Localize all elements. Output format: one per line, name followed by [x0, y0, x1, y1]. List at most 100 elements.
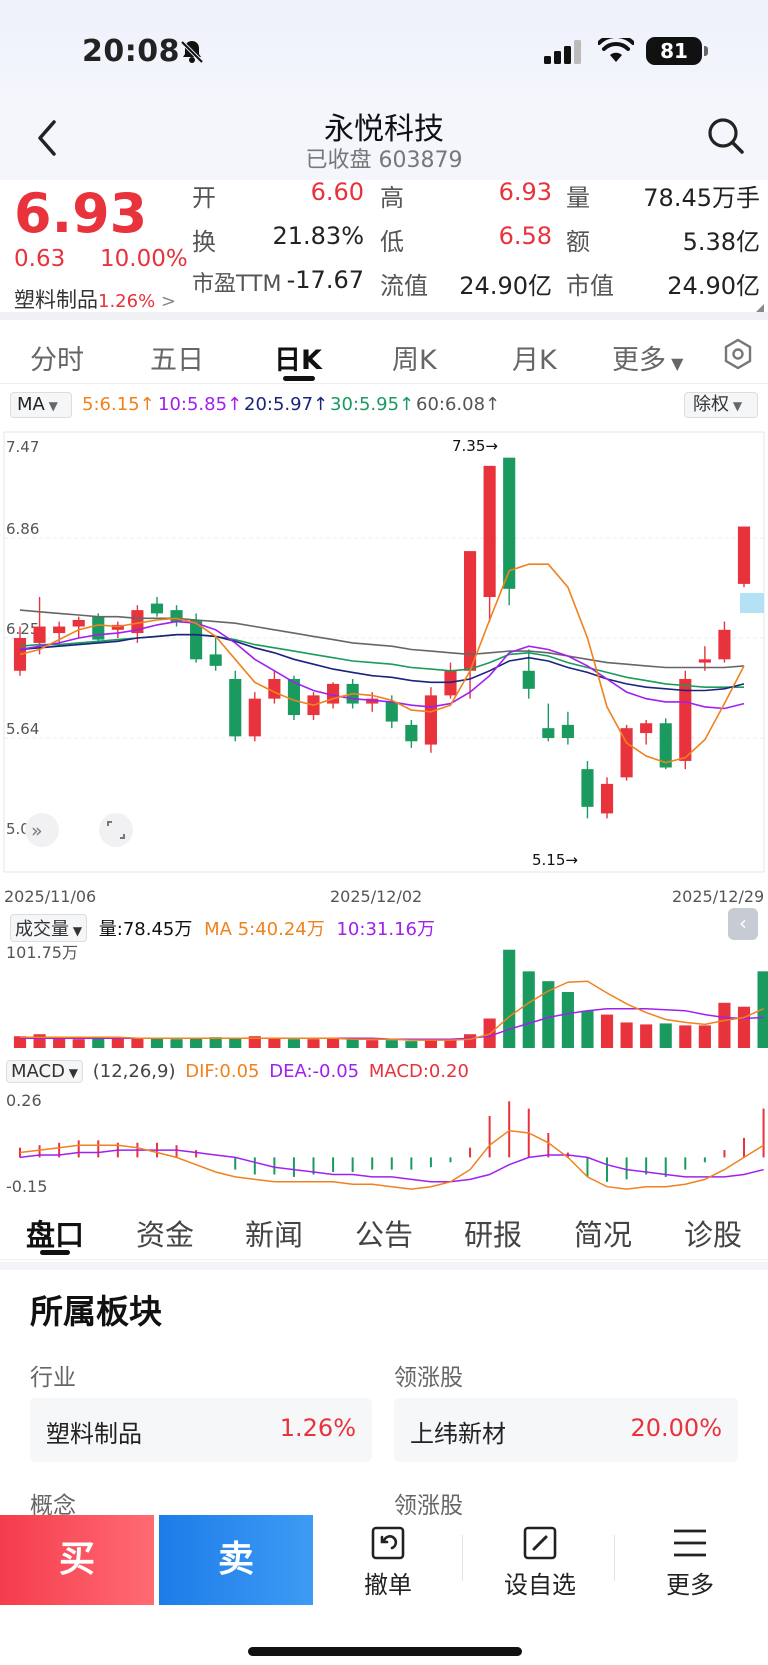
candle-body — [385, 701, 398, 722]
macd-min-label: -0.15 — [6, 1177, 47, 1196]
volume-ma10: 10:31.16万 — [336, 919, 435, 940]
tab-daily-k[interactable]: 日K — [274, 345, 322, 376]
leader-card[interactable]: 上纬新材 20.00% — [394, 1398, 738, 1462]
more-menu-button[interactable]: 更多 — [640, 1525, 740, 1600]
buy-button[interactable]: 买 — [0, 1515, 154, 1605]
industry-card[interactable]: 塑料制品 1.26% — [30, 1398, 372, 1462]
volume-ma5: MA 5:40.24万 — [204, 919, 325, 940]
ma20-line — [19, 633, 745, 692]
candlestick-chart[interactable]: 7.476.866.255.645.03 7.35→ 5.15→ 2025/11… — [0, 428, 768, 908]
home-indicator — [248, 1647, 522, 1656]
value-turnover: 21.83% — [272, 222, 364, 250]
macd-value: MACD:0.20 — [368, 1061, 469, 1082]
volume-bar — [679, 1025, 692, 1048]
value-pe: -17.67 — [286, 266, 364, 294]
kchart-frame — [3, 431, 765, 873]
volume-bar — [131, 1038, 144, 1048]
sell-button[interactable]: 卖 — [159, 1515, 313, 1605]
volume-legend: 成交量 ▼ 量:78.45万 MA 5:40.24万 10:31.16万 — [6, 914, 435, 942]
tab-weekly-k[interactable]: 周K — [392, 345, 437, 376]
adjust-selector[interactable]: 除权 ▼ — [684, 392, 758, 418]
value-float-cap: 24.90亿 — [459, 272, 552, 300]
candle-body — [463, 551, 477, 671]
label-open: 开 — [192, 184, 216, 212]
volume-bar — [327, 1038, 340, 1048]
candle-body — [53, 626, 66, 634]
industry-label: 行业 — [30, 1365, 76, 1391]
tab-announcements[interactable]: 公告 — [355, 1218, 414, 1252]
fullscreen-bg — [99, 813, 133, 847]
leader-name: 上纬新材 — [410, 1420, 506, 1448]
add-watchlist-button[interactable]: 设自选 — [490, 1525, 590, 1600]
label-low: 低 — [380, 228, 404, 256]
volume-bar — [444, 1039, 457, 1048]
tab-profile[interactable]: 简况 — [574, 1218, 633, 1252]
bottom-action-bar: 买 卖 撤单 设自选 更多 — [0, 1515, 768, 1665]
value-market-cap: 24.90亿 — [667, 272, 760, 300]
tab-diagnosis[interactable]: 诊股 — [684, 1218, 743, 1252]
collapse-panel-button[interactable]: ‹ — [728, 908, 758, 940]
volume-bar — [698, 1025, 711, 1048]
y-axis-label: 6.25 — [6, 620, 39, 638]
more-menu-label: 更多 — [666, 1571, 714, 1599]
ma60-line — [19, 609, 745, 669]
ma30-value: 30:5.95↑ — [330, 394, 415, 415]
macd-selector[interactable]: MACD ▼ — [6, 1060, 84, 1083]
candle-body — [229, 678, 242, 737]
volume-bar — [522, 971, 535, 1048]
current-price-marker — [740, 593, 764, 613]
candle-body — [72, 619, 85, 627]
cancel-order-label: 撤单 — [364, 1571, 412, 1599]
ma20-value: 20:5.97↑ — [244, 394, 329, 415]
tab-research[interactable]: 研报 — [464, 1218, 523, 1252]
ma-legend: MA ▼ 5:6.15↑ 10:5.85↑ 20:5.97↑ 30:5.95↑ … — [0, 390, 768, 422]
x-label-start: 2025/11/06 — [4, 887, 96, 906]
expand-left-bg — [25, 813, 59, 847]
industry-name: 塑料制品 — [46, 1420, 142, 1448]
tab-monthly-k[interactable]: 月K — [512, 345, 557, 376]
back-chevron-icon[interactable] — [30, 118, 66, 158]
cellular-signal-icon — [544, 40, 581, 64]
candle-body — [698, 659, 711, 663]
volume-chart[interactable]: 101.75万 — [0, 938, 768, 1050]
search-icon[interactable] — [706, 116, 746, 156]
tab-more[interactable]: 更多 ▼ — [612, 338, 683, 377]
volume-bar — [659, 1023, 672, 1048]
candle-body — [542, 728, 555, 738]
tab-more-label: 更多 — [612, 345, 666, 376]
active-tab-indicator — [283, 376, 315, 381]
macd-legend: MACD ▼ (12,26,9) DIF:0.05 DEA:-0.05 MACD… — [2, 1060, 469, 1083]
silent-bell-icon — [180, 40, 204, 64]
settings-hexagon-icon[interactable] — [722, 338, 754, 370]
candle-body — [659, 723, 672, 768]
fullscreen-button[interactable] — [99, 813, 133, 847]
macd-dea: DEA:-0.05 — [269, 1061, 360, 1082]
volume-selector[interactable]: 成交量 ▼ — [10, 914, 88, 942]
y-axis-label: 7.47 — [6, 438, 39, 456]
volume-bar — [581, 1010, 594, 1048]
label-pe: 市盈TTM — [192, 272, 282, 297]
sector-link[interactable]: 塑料制品1.26% > — [14, 284, 176, 314]
value-amount: 5.38亿 — [682, 228, 760, 256]
ma60-value: 60:6.08↑ — [416, 394, 501, 415]
stock-status-code: 已收盘 603879 — [305, 148, 463, 173]
edit-square-icon — [523, 1526, 557, 1560]
tab-order-book[interactable]: 盘口 — [26, 1218, 85, 1252]
indicator-selector[interactable]: MA ▼ — [10, 392, 72, 418]
tab-news[interactable]: 新闻 — [245, 1218, 304, 1252]
label-amount: 额 — [566, 228, 590, 256]
undo-document-icon — [371, 1526, 405, 1560]
macd-lines — [19, 1129, 764, 1190]
candle-body — [561, 724, 574, 738]
volume-bar — [209, 1037, 222, 1048]
cancel-order-button[interactable]: 撤单 — [338, 1525, 438, 1600]
volume-ma5-line — [20, 980, 764, 1041]
volume-bar — [718, 1002, 731, 1048]
tab-intraday[interactable]: 分时 — [30, 345, 84, 376]
macd-chart[interactable]: 0.26 -0.15 — [0, 1086, 768, 1198]
expand-left-button[interactable]: » — [25, 813, 59, 847]
candle-body — [640, 723, 653, 734]
volume-bar — [385, 1040, 398, 1048]
tab-five-day[interactable]: 五日 — [150, 345, 204, 376]
tab-funds[interactable]: 资金 — [136, 1218, 195, 1252]
